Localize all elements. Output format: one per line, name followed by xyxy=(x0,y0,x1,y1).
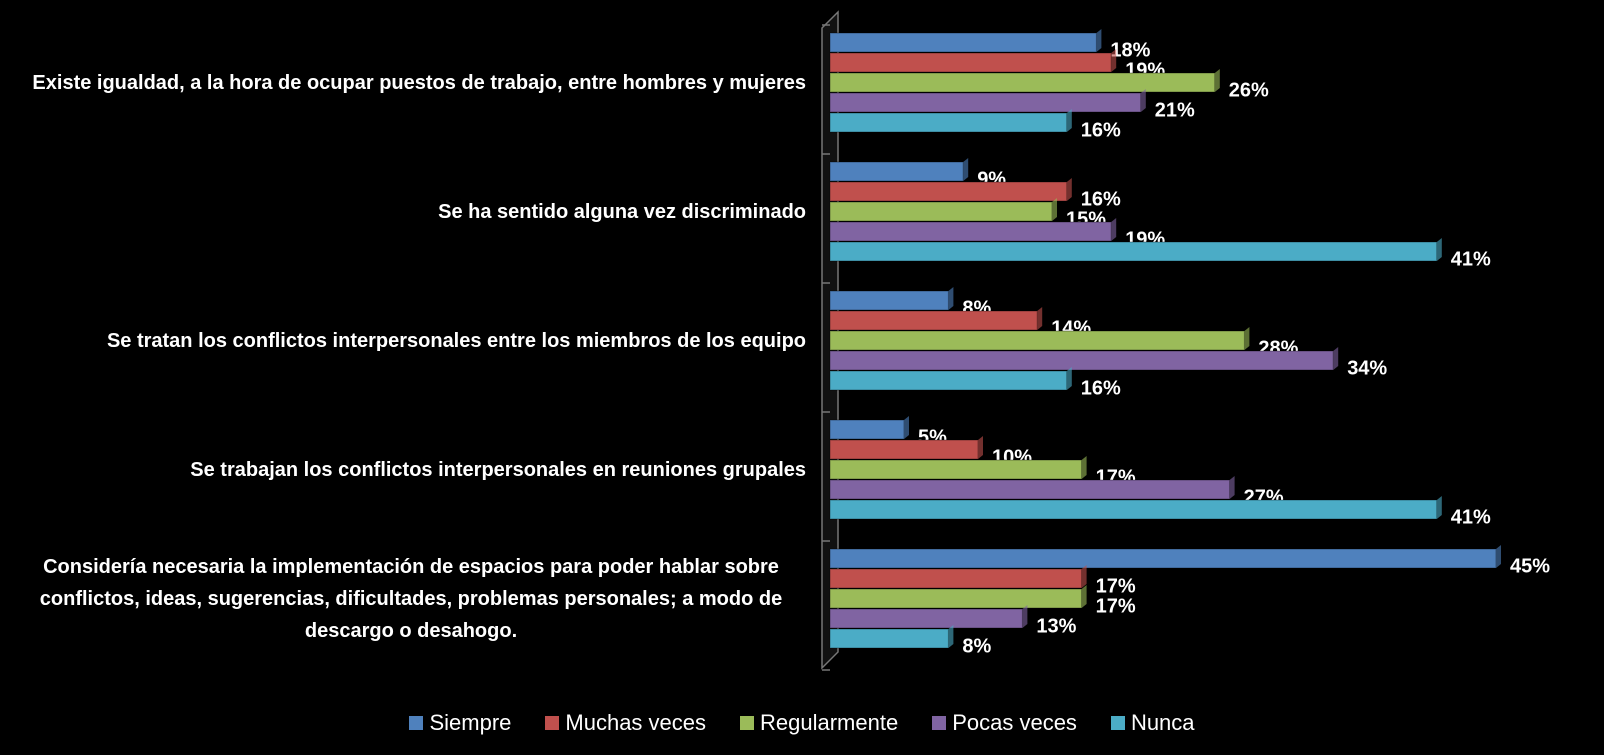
value-label: 21% xyxy=(1155,99,1195,121)
category-text: Se trabajan los conflictos interpersonal… xyxy=(190,459,806,481)
legend-swatch xyxy=(545,716,560,730)
bar xyxy=(829,201,1053,222)
legend-item: Nunca xyxy=(1110,710,1195,736)
legend-item: Pocas veces xyxy=(932,710,1077,736)
category-label: Considería necesaria la implementación d… xyxy=(16,551,806,647)
bar xyxy=(829,310,1038,331)
category-text: Se tratan los conflictos interpersonales… xyxy=(106,330,806,352)
bar xyxy=(829,608,1023,629)
legend-swatch xyxy=(740,716,755,730)
bar-side xyxy=(1496,545,1501,568)
bar-side xyxy=(1066,178,1072,201)
bar xyxy=(829,241,1438,262)
bar xyxy=(829,290,949,311)
legend-swatch xyxy=(409,716,424,730)
bar-side xyxy=(1111,218,1117,241)
value-label: 34% xyxy=(1347,357,1387,379)
bar-side xyxy=(978,436,983,459)
bar-side xyxy=(1081,585,1087,608)
value-label: 16% xyxy=(1081,377,1121,399)
bar xyxy=(829,548,1497,569)
bar-side xyxy=(1140,89,1146,112)
bar-side xyxy=(1037,307,1043,330)
bar-side xyxy=(963,158,969,181)
bar-side xyxy=(1081,456,1087,479)
bar xyxy=(829,568,1083,589)
value-label: 17% xyxy=(1096,595,1136,617)
bar-side xyxy=(1214,69,1220,92)
category-label: Existe igualdad, a la hora de ocupar pue… xyxy=(16,67,806,99)
value-label: 13% xyxy=(1036,615,1076,637)
bar xyxy=(829,419,905,440)
bar xyxy=(829,32,1097,53)
legend-label: Siempre xyxy=(429,710,512,735)
bar xyxy=(829,52,1112,73)
bar-side xyxy=(1436,496,1442,519)
legend-label: Pocas veces xyxy=(952,710,1077,735)
bar xyxy=(829,181,1068,202)
value-label: 16% xyxy=(1081,119,1121,141)
value-label: 18% xyxy=(1110,39,1150,61)
bar-side xyxy=(1066,109,1072,132)
bar xyxy=(829,479,1231,500)
bar-side xyxy=(948,625,954,648)
bar-side xyxy=(1052,198,1057,221)
bar xyxy=(829,370,1068,391)
legend-swatch xyxy=(1110,716,1125,730)
bar xyxy=(829,499,1438,520)
bar xyxy=(829,330,1245,351)
bar-side xyxy=(1022,605,1028,628)
bar-side xyxy=(948,287,954,310)
category-text: Considería necesaria la implementación d… xyxy=(39,556,783,642)
bar-side xyxy=(1229,476,1235,499)
bar-side xyxy=(904,416,909,439)
bar-side xyxy=(1081,565,1087,588)
bar-side xyxy=(1244,327,1250,350)
bar-side xyxy=(1096,29,1102,52)
value-label: 41% xyxy=(1451,506,1491,528)
bar xyxy=(829,112,1068,133)
legend: Siempre Muchas veces Regularmente Pocas vec… xyxy=(0,710,1604,736)
bar xyxy=(829,588,1083,609)
bar-side xyxy=(1333,347,1339,370)
legend-label: Muchas veces xyxy=(565,710,707,735)
value-label: 8% xyxy=(962,635,991,657)
bar-side xyxy=(1436,238,1442,261)
bar-side xyxy=(1111,49,1117,72)
bar-side xyxy=(1066,367,1072,390)
legend-label: Regularmente xyxy=(760,710,899,735)
bar xyxy=(829,439,979,460)
legend-item: Siempre xyxy=(409,710,511,736)
category-label: Se trabajan los conflictos interpersonal… xyxy=(16,454,806,486)
value-label: 17% xyxy=(1096,575,1136,597)
legend-item: Regularmente xyxy=(740,710,898,736)
category-label: Se tratan los conflictos interpersonales… xyxy=(16,325,806,357)
bar xyxy=(829,628,949,649)
bar xyxy=(829,161,964,182)
value-label: 16% xyxy=(1081,188,1121,210)
legend-label: Nunca xyxy=(1130,710,1195,735)
bar xyxy=(829,221,1112,242)
bar xyxy=(829,72,1216,93)
legend-swatch xyxy=(932,716,947,730)
category-text: Existe igualdad, a la hora de ocupar pue… xyxy=(32,72,806,94)
value-label: 45% xyxy=(1510,555,1550,577)
bar xyxy=(829,350,1334,371)
value-label: 41% xyxy=(1451,248,1491,270)
value-label: 26% xyxy=(1229,79,1269,101)
category-label: Se ha sentido alguna vez discriminado xyxy=(16,196,806,228)
bar xyxy=(829,459,1083,480)
bar xyxy=(829,92,1142,113)
category-text: Se ha sentido alguna vez discriminado xyxy=(438,201,806,223)
legend-item: Muchas veces xyxy=(545,710,706,736)
